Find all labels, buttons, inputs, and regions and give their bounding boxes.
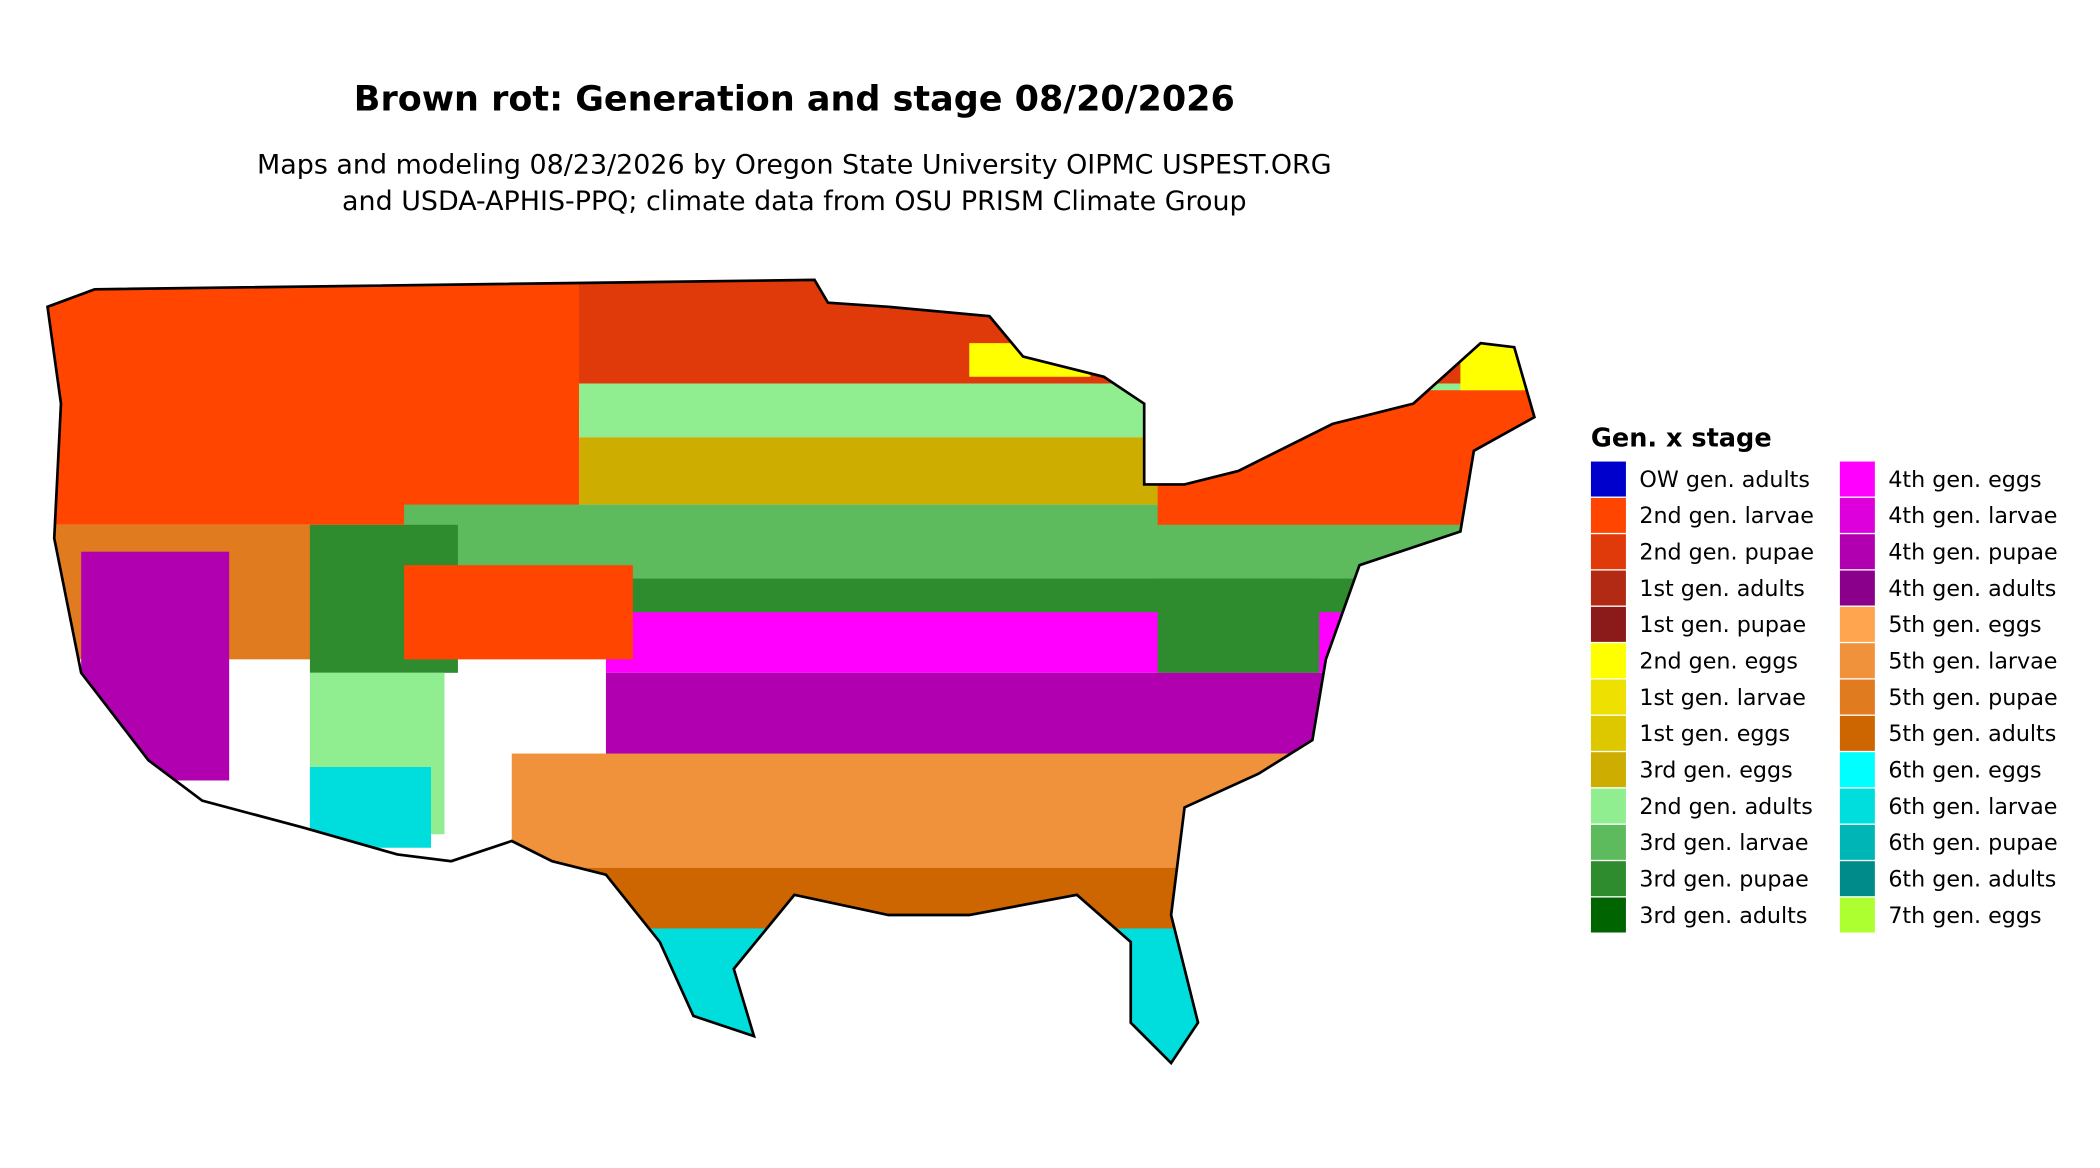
legend-swatch: [1590, 679, 1626, 715]
legend-swatch: [1839, 679, 1875, 715]
legend-label: 6th gen. larvae: [1888, 794, 2057, 820]
legend-label: 4th gen. eggs: [1888, 467, 2041, 493]
legend-swatch: [1839, 788, 1875, 824]
legend-label: 4th gen. larvae: [1888, 503, 2057, 529]
legend: OW gen. adults 2nd gen. larvae 2nd gen. pu…: [1590, 461, 2058, 933]
legend-swatch: [1590, 534, 1626, 570]
legend-label: 5th gen. larvae: [1888, 649, 2057, 675]
legend-label: 1st gen. larvae: [1639, 685, 1806, 711]
legend-swatch: [1590, 570, 1626, 606]
legend-swatch: [1590, 715, 1626, 751]
legend-label: 5th gen. adults: [1888, 721, 2056, 747]
legend-swatch: [1839, 643, 1875, 679]
legend-label: 3rd gen. adults: [1639, 903, 1807, 929]
legend-swatch: [1590, 643, 1626, 679]
legend-swatch: [1590, 897, 1626, 933]
legend-swatch: [1839, 715, 1875, 751]
legend-label: 2nd gen. eggs: [1639, 649, 1798, 675]
legend-label: 6th gen. pupae: [1888, 830, 2057, 856]
legend-swatch: [1839, 861, 1875, 897]
legend-swatch: [1590, 606, 1626, 642]
legend-swatch: [1590, 861, 1626, 897]
legend-label: 5th gen. pupae: [1888, 685, 2057, 711]
legend-label: 3rd gen. larvae: [1639, 830, 1808, 856]
legend-label: OW gen. adults: [1639, 467, 1810, 493]
legend-label: 5th gen. eggs: [1888, 612, 2041, 638]
legend-swatch: [1590, 788, 1626, 824]
legend-label: 4th gen. adults: [1888, 576, 2056, 602]
legend-swatch: [1839, 534, 1875, 570]
legend-swatch: [1839, 497, 1875, 533]
legend-label: 6th gen. adults: [1888, 867, 2056, 893]
legend-swatch: [1839, 461, 1875, 497]
legend-swatch: [1839, 570, 1875, 606]
legend-label: 1st gen. eggs: [1639, 721, 1790, 747]
legend-title: Gen. x stage: [1591, 424, 1772, 454]
legend-label: 2nd gen. adults: [1639, 794, 1812, 820]
legend-label: 1st gen. pupae: [1639, 612, 1806, 638]
legend-label: 2nd gen. pupae: [1639, 540, 1814, 566]
us-map: [47, 279, 1535, 1064]
legend-label: 4th gen. pupae: [1888, 540, 2057, 566]
legend-label: 3rd gen. eggs: [1639, 758, 1792, 784]
legend-swatch: [1839, 824, 1875, 860]
legend-swatch: [1839, 897, 1875, 933]
map-subtitle: Maps and modeling 08/23/2026 by Oregon S…: [257, 150, 1332, 181]
legend-swatch: [1590, 461, 1626, 497]
legend-label: 3rd gen. pupae: [1639, 867, 1808, 893]
map-subtitle: and USDA-APHIS-PPQ; climate data from OS…: [342, 186, 1247, 217]
legend-swatch: [1839, 752, 1875, 788]
legend-swatch: [1590, 497, 1626, 533]
legend-label: 2nd gen. larvae: [1639, 503, 1813, 529]
map-title: Brown rot: Generation and stage 08/20/20…: [354, 79, 1235, 119]
legend-label: 1st gen. adults: [1639, 576, 1805, 602]
legend-swatch: [1590, 824, 1626, 860]
legend-swatch: [1590, 752, 1626, 788]
legend-label: 7th gen. eggs: [1888, 903, 2041, 929]
legend-swatch: [1839, 606, 1875, 642]
legend-label: 6th gen. eggs: [1888, 758, 2041, 784]
